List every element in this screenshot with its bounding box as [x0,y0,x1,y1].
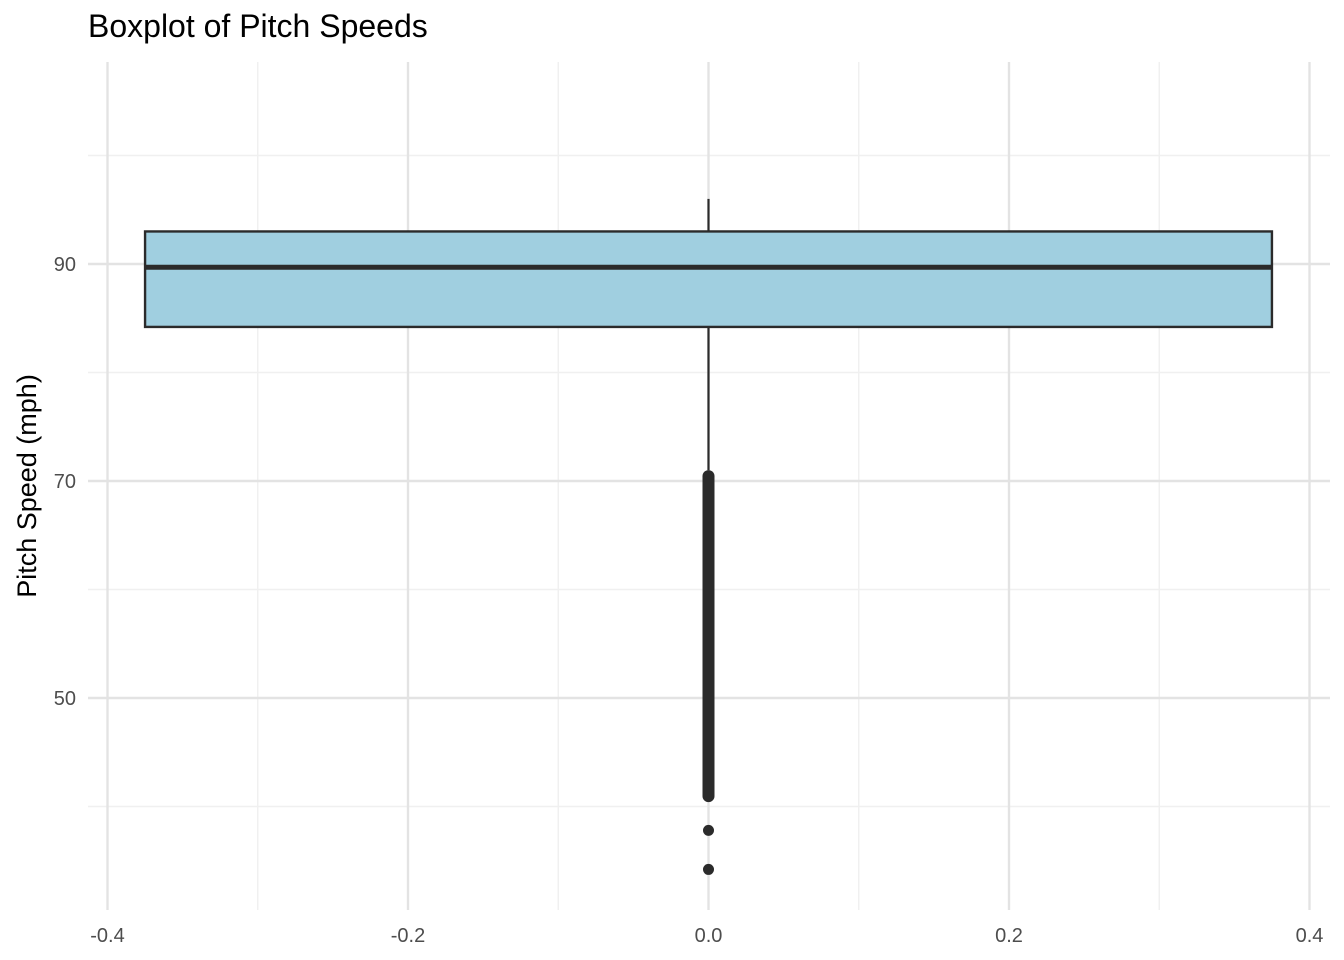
x-tick-label: -0.2 [391,925,425,947]
box-iqr [143,230,1274,329]
y-axis-title: Pitch Speed (mph) [12,374,42,598]
y-tick-label: 90 [54,254,76,276]
x-tick-label: -0.4 [90,925,124,947]
x-tick-label: 0.2 [995,925,1023,947]
outlier-cluster [702,470,715,803]
outlier-point [703,863,714,875]
outlier-point [703,824,714,836]
y-tick-label: 70 [54,471,76,493]
y-tick-label: 50 [54,688,76,710]
x-tick-label: 0.0 [695,925,723,947]
x-tick-label: 0.4 [1296,925,1324,947]
chart-title: Boxplot of Pitch Speeds [88,8,428,44]
